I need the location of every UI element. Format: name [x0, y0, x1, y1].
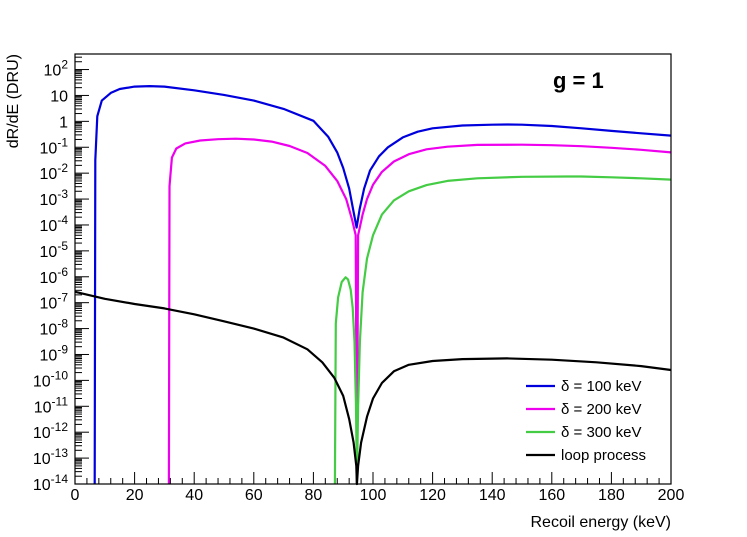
x-tick-label: 160: [538, 487, 565, 504]
legend-label: δ = 100 keV: [561, 378, 642, 395]
y-tick-label: 10-2: [40, 161, 69, 183]
legend-entry: loop process: [526, 447, 646, 464]
legend-label: δ = 200 keV: [561, 401, 642, 418]
series-line-0: [93, 85, 672, 485]
x-tick-label: 20: [126, 487, 144, 504]
y-tick-label: 10-3: [40, 187, 69, 209]
legend-label: δ = 300 keV: [561, 424, 642, 441]
y-tick-label: 1: [59, 114, 68, 131]
y-tick-label: 10-5: [40, 239, 69, 261]
legend-entry: δ = 200 keV: [526, 401, 642, 418]
y-tick-label: 10-10: [33, 368, 68, 390]
y-tick-label: 10-4: [40, 213, 69, 235]
y-tick-label: 10-9: [40, 342, 69, 364]
series-line-2: [333, 175, 672, 486]
y-tick-label: 10-8: [40, 317, 69, 339]
y-tick-label: 10: [50, 88, 68, 105]
x-axis: 0 20 40 60 80 100 120 140 160 180 200: [71, 472, 685, 504]
x-tick-label: 120: [419, 487, 446, 504]
y-tick-label: 102: [44, 58, 69, 80]
chart-curves: [74, 85, 672, 486]
plot-frame: [74, 53, 672, 485]
legend-entry: δ = 100 keV: [526, 378, 642, 395]
y-axis-label: dR/dE (DRU): [5, 54, 22, 148]
x-tick-label: 80: [305, 487, 323, 504]
plot-annotation: g = 1: [553, 68, 604, 93]
x-tick-label: 100: [360, 487, 387, 504]
series-line-1: [167, 137, 672, 486]
y-axis: 102 10 1 10-1 10-2 10-3 10-4 10-5 10-6 10-7 10-8 10…: [33, 56, 89, 494]
legend-label: loop process: [561, 447, 646, 464]
x-tick-label: 40: [185, 487, 203, 504]
y-tick-label: 10-12: [33, 420, 68, 442]
series-line-3: [74, 290, 672, 486]
y-tick-label: 10-1: [40, 135, 69, 157]
y-tick-label: 10-13: [33, 446, 68, 468]
y-tick-label: 10-11: [34, 394, 69, 416]
x-tick-label: 0: [71, 487, 80, 504]
y-tick-label: 10-6: [40, 265, 69, 287]
x-tick-label: 140: [479, 487, 506, 504]
x-tick-label: 60: [245, 487, 263, 504]
x-axis-label: Recoil energy (keV): [531, 514, 672, 531]
x-tick-label: 200: [658, 487, 685, 504]
legend-entry: δ = 300 keV: [526, 424, 642, 441]
y-tick-label: 10-14: [33, 472, 68, 494]
legend: δ = 100 keV δ = 200 keV δ = 300 keV loop…: [526, 378, 646, 464]
x-tick-label: 180: [598, 487, 625, 504]
y-tick-label: 10-7: [40, 291, 69, 313]
